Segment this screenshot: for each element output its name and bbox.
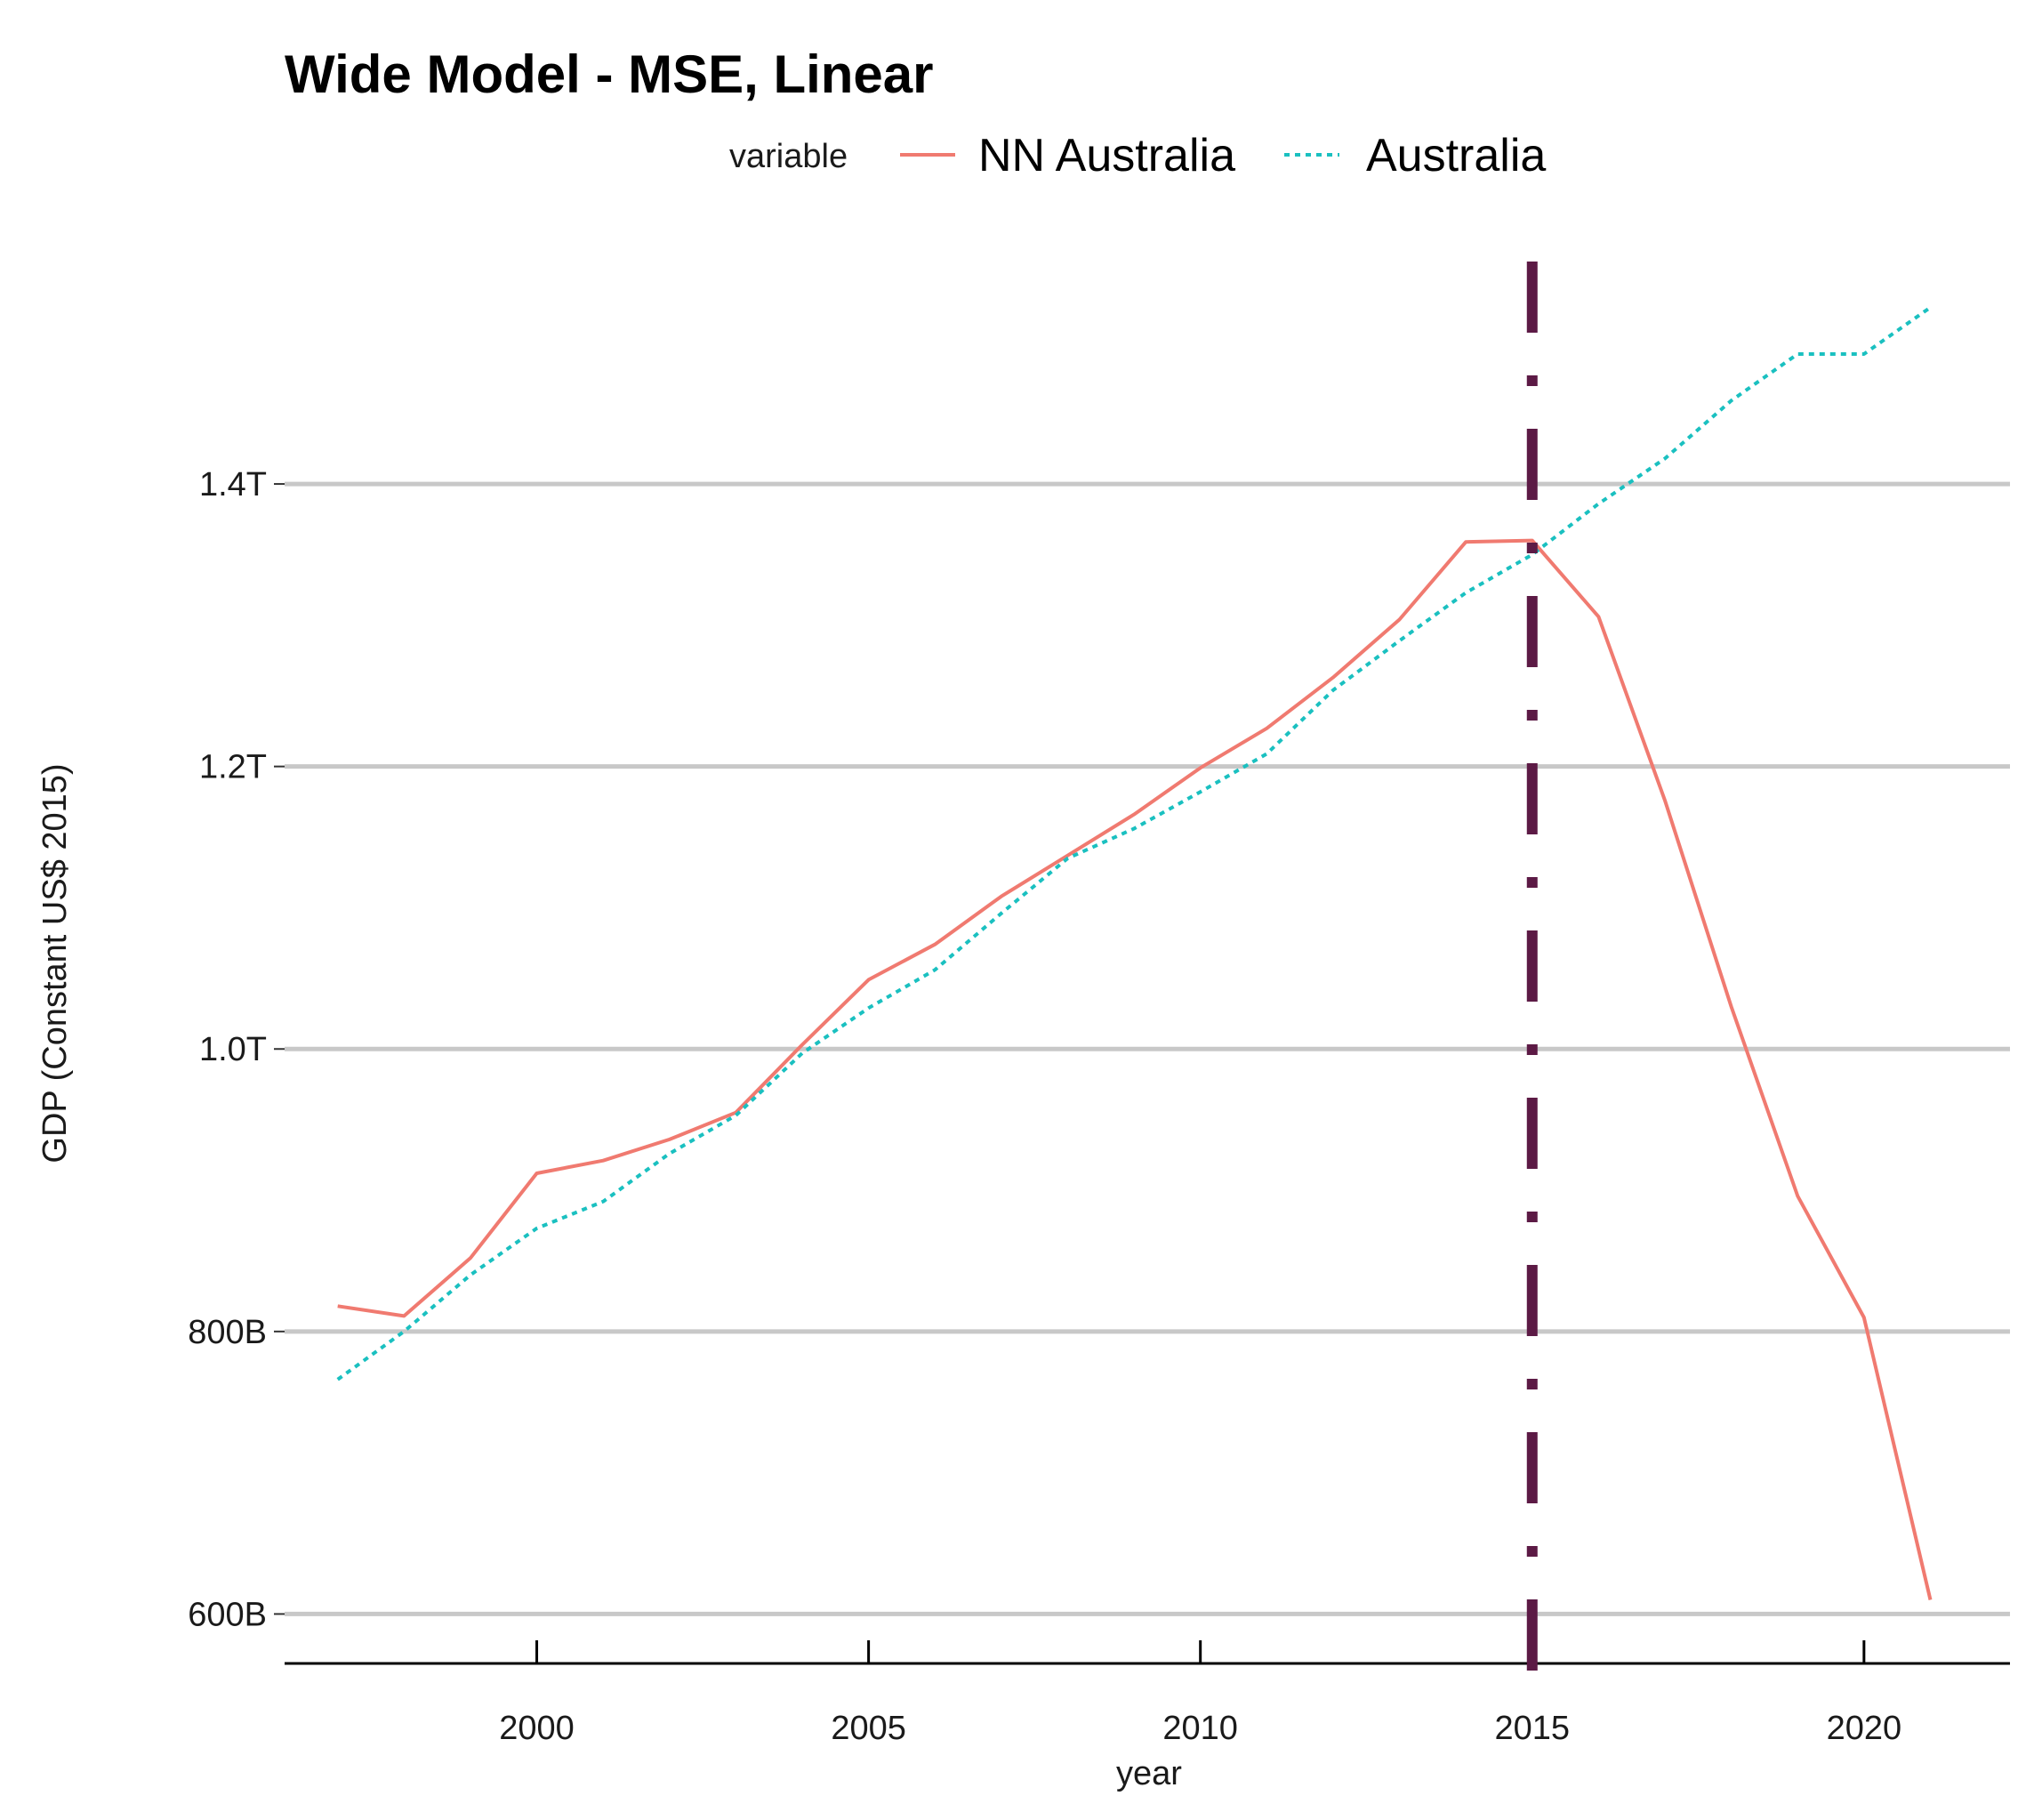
y-tick-labels: 600B 800B 1.0T 1.2T 1.4T — [188, 466, 267, 1633]
y-axis-title: GDP (Constant US$ 2015) — [36, 763, 74, 1163]
series-lines — [336, 305, 1933, 1600]
x-tick-label: 2000 — [499, 1710, 575, 1747]
legend-label-australia: Australia — [1366, 130, 1546, 181]
x-tick-label: 2005 — [831, 1710, 906, 1747]
y-tick-label: 1.0T — [199, 1031, 267, 1068]
x-tick-label: 2015 — [1494, 1710, 1570, 1747]
legend-title: variable — [729, 138, 848, 175]
x-tick-label: 2010 — [1162, 1710, 1238, 1747]
legend-label-nn-australia: NN Australia — [978, 130, 1235, 181]
y-tick-label: 800B — [188, 1314, 267, 1351]
series-line-australia — [336, 305, 1932, 1381]
legend: variable NN Australia Australia — [729, 130, 1546, 181]
x-tick-label: 2020 — [1827, 1710, 1902, 1747]
y-tick-label: 600B — [188, 1596, 267, 1633]
series-line-nn-australia — [337, 538, 1933, 1600]
y-tick-label: 1.4T — [199, 466, 267, 503]
y-tick-label: 1.2T — [199, 749, 267, 786]
x-axis-title: year — [1116, 1755, 1182, 1792]
y-gridlines — [274, 481, 2010, 1616]
x-axis-ticks: 2000 2005 2010 2015 2020 — [499, 1640, 1901, 1747]
chart-title: Wide Model - MSE, Linear — [285, 44, 934, 104]
